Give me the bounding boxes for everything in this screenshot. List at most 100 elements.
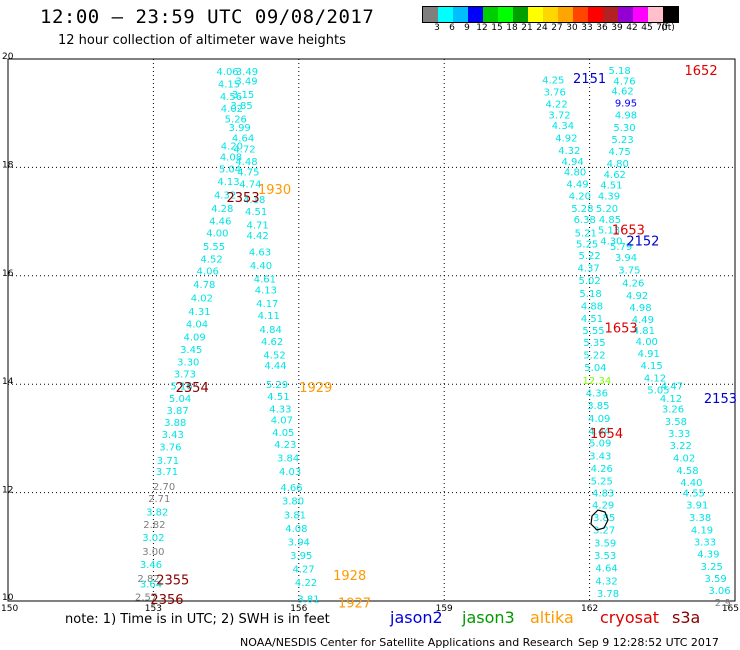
swh-value: 4.12: [660, 394, 682, 405]
color-swatch: [633, 7, 648, 22]
swh-value: 3.81: [284, 510, 306, 521]
swh-value: 4.06: [197, 266, 219, 277]
swh-value: 4.15: [641, 361, 663, 372]
swh-value: 3.27: [593, 525, 615, 536]
swh-value: 5.18: [609, 66, 631, 77]
color-scale-label: 70: [656, 23, 668, 33]
color-swatch: [663, 7, 678, 22]
swh-value: 4.13: [255, 285, 277, 296]
swh-value: 3.94: [288, 537, 310, 548]
color-scale-label: 42: [626, 23, 638, 33]
swh-value: 3.75: [618, 265, 640, 276]
swh-value: 4.42: [246, 231, 268, 242]
pass-time-label: 1653: [605, 321, 638, 336]
swh-value: 3.95: [290, 551, 312, 562]
swh-value: 4.92: [626, 291, 648, 302]
swh-value: 5.16: [170, 381, 192, 392]
swh-value: 4.75: [237, 168, 259, 179]
swh-value: 3.00: [142, 547, 164, 558]
swh-value: 4.02: [673, 453, 695, 464]
swh-value: 4.30: [600, 237, 622, 248]
swh-value: 4.29: [592, 501, 614, 512]
lat-tick-label: 16: [2, 269, 14, 279]
color-swatch: [588, 7, 603, 22]
lon-tick-label: 153: [145, 604, 162, 614]
swh-value: 4.39: [697, 549, 719, 560]
swh-value: 4.74: [239, 180, 261, 191]
color-swatch: [573, 7, 588, 22]
swh-value: 4.40: [250, 261, 272, 272]
swh-value: 5.29: [266, 380, 288, 391]
swh-value: 4.80: [564, 168, 586, 179]
swh-value: 3.85: [593, 513, 615, 524]
swh-value: 4.31: [188, 307, 210, 318]
pass-time-label: 2151: [573, 72, 606, 87]
swh-value: 3.49: [235, 77, 257, 88]
lon-tick-label: 159: [436, 604, 453, 614]
swh-value: 4.32: [214, 191, 236, 202]
swh-value: 2.82: [137, 574, 159, 585]
swh-value: 4.08: [220, 153, 242, 164]
legend-item-jason3: jason3: [462, 608, 515, 627]
swh-value: 3.84: [277, 453, 299, 464]
swh-value: 5.04: [219, 164, 241, 175]
swh-value: 4.33: [269, 405, 291, 416]
page-title: 12:00 — 23:59 UTC 09/08/2017: [40, 6, 375, 28]
swh-value: 4.46: [209, 217, 231, 228]
swh-value: 4.62: [604, 170, 626, 181]
swh-value: 4.44: [588, 426, 610, 437]
pass-time-label: 1927: [338, 597, 371, 612]
swh-value: 5.25: [576, 239, 598, 250]
swh-value: 4.09: [588, 414, 610, 425]
color-scale-label: 9: [464, 23, 470, 33]
swh-value: 4.22: [295, 578, 317, 589]
swh-value: 5.04: [169, 394, 191, 405]
color-scale-label: 6: [449, 23, 455, 33]
swh-value: 4.12: [644, 374, 666, 385]
swh-value: 4.52: [200, 254, 222, 265]
pass-time-label: 1928: [333, 569, 366, 584]
swh-value: 3.71: [157, 456, 179, 467]
color-swatch: [543, 7, 558, 22]
swh-value: 3.59: [704, 574, 726, 585]
pass-time-label: 2356: [150, 593, 183, 608]
lon-tick-label: 150: [1, 604, 18, 614]
swh-value: 4.91: [638, 349, 660, 360]
swh-value: 4.52: [263, 350, 285, 361]
pass-time-label: 1654: [590, 427, 623, 442]
swh-value: 4.13: [217, 177, 239, 188]
swh-value: 2.9: [715, 598, 731, 609]
swh-value: 4.51: [245, 207, 267, 218]
swh-value: 4.11: [258, 311, 280, 322]
swh-value: 4.51: [600, 181, 622, 192]
swh-value: 4.02: [191, 293, 213, 304]
swh-value: 3.53: [594, 551, 616, 562]
swh-value: 4.58: [676, 466, 698, 477]
swh-value: 4.64: [232, 134, 254, 145]
color-scale-label: 30: [566, 23, 578, 33]
swh-value: 4.07: [271, 415, 293, 426]
swh-value: 3.22: [670, 441, 692, 452]
swh-value: 5.26: [225, 115, 247, 126]
color-swatch: [603, 7, 618, 22]
lon-tick-label: 165: [722, 604, 739, 614]
swh-value: 3.85: [230, 101, 252, 112]
color-scale-label: 18: [506, 23, 518, 33]
swh-value: 4.92: [555, 134, 577, 145]
swh-value: 4.20: [221, 142, 243, 153]
swh-value: 5.04: [584, 363, 606, 374]
swh-value: 5.05: [647, 386, 669, 397]
pass-time-label: 1929: [299, 381, 332, 396]
swh-value: 2.57: [135, 593, 157, 604]
color-scale-bar: [422, 6, 679, 23]
swh-value: 3.94: [615, 253, 637, 264]
swh-value: 4.04: [186, 319, 208, 330]
legend-item-s3a: s3a: [672, 608, 701, 627]
swh-value: 5.22: [583, 350, 605, 361]
swh-value: 4.61: [254, 275, 276, 286]
swh-value: 4.72: [233, 144, 255, 155]
swh-value: 4.63: [249, 247, 271, 258]
swh-value: 4.75: [609, 147, 631, 158]
swh-value: 4.25: [542, 76, 564, 87]
color-scale-label: 21: [521, 23, 533, 33]
